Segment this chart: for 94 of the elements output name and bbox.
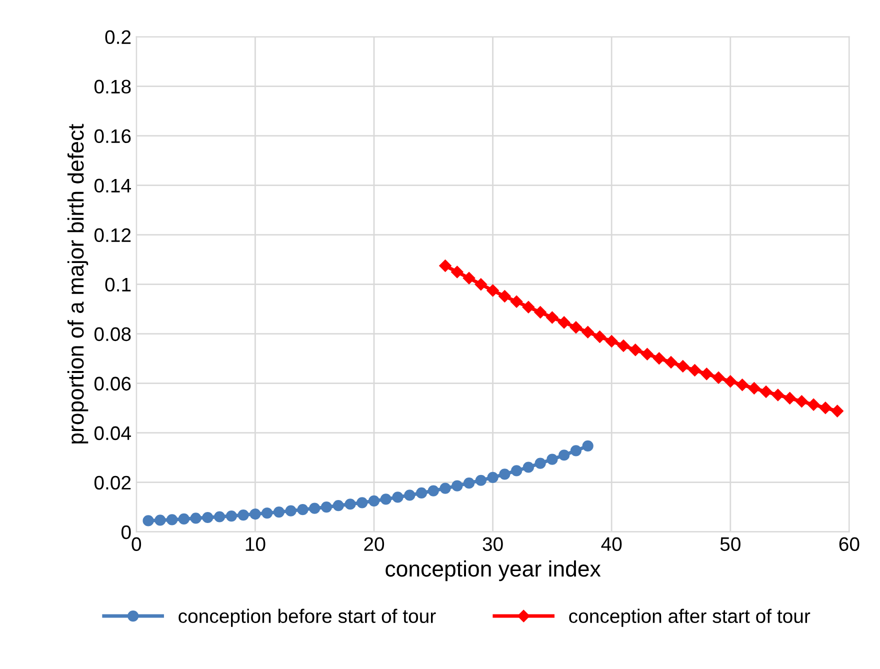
point [511, 465, 522, 476]
point [439, 260, 452, 272]
point [452, 480, 463, 492]
point [582, 326, 594, 338]
point [416, 487, 428, 499]
point [736, 378, 748, 391]
point [154, 514, 166, 526]
point [320, 502, 332, 513]
point [510, 296, 523, 308]
point [475, 474, 486, 486]
point [214, 511, 226, 522]
point [664, 356, 678, 368]
point [570, 445, 582, 456]
point [606, 335, 618, 348]
point [748, 382, 760, 394]
legend-label: conception before start of tour [178, 608, 436, 627]
point [617, 340, 630, 352]
y-tick-label: 0.06 [94, 376, 131, 391]
point [629, 344, 642, 356]
x-tick-label: 50 [720, 537, 740, 551]
y-axis-title: proportion of a major birth defect [67, 124, 88, 444]
y-tick-label: 0.2 [105, 30, 131, 44]
y-tick-label: 0.1 [105, 278, 131, 292]
point [368, 495, 380, 506]
point [226, 510, 237, 522]
point [332, 500, 344, 512]
x-axis-title: conception year index [386, 560, 601, 582]
point [440, 482, 451, 494]
point [558, 316, 570, 329]
point [784, 392, 796, 404]
point [190, 512, 202, 524]
x-tick-label: 0 [132, 537, 142, 551]
x-tick-label: 20 [364, 537, 384, 551]
x-tick-label: 30 [482, 537, 503, 551]
x-tick-label: 60 [839, 537, 860, 551]
point [463, 478, 475, 489]
point [772, 388, 784, 402]
point [819, 402, 832, 414]
point [522, 301, 535, 314]
point [202, 512, 214, 524]
point [570, 321, 582, 334]
point [546, 311, 558, 324]
point [558, 450, 570, 461]
point [522, 462, 534, 473]
point [250, 508, 261, 520]
y-tick-label: 0.18 [94, 80, 131, 94]
point [486, 284, 499, 297]
point [582, 440, 594, 452]
point [404, 490, 416, 501]
point [641, 348, 654, 360]
point [760, 386, 772, 398]
point [653, 352, 666, 364]
point [499, 468, 510, 480]
point [428, 485, 439, 496]
point [166, 514, 178, 526]
point [807, 398, 820, 411]
x-tick-label: 40 [601, 537, 622, 551]
point [487, 472, 498, 483]
y-tick-label: 0.02 [94, 476, 131, 490]
point [724, 375, 736, 388]
y-tick-label: 0.14 [94, 178, 131, 193]
point [796, 395, 808, 408]
point [712, 372, 725, 384]
point [309, 502, 320, 514]
legend-label: conception after start of tour [569, 608, 810, 627]
point [831, 404, 844, 418]
point [356, 497, 368, 508]
point [392, 492, 404, 503]
point [534, 306, 546, 318]
point [344, 498, 356, 510]
y-tick-label: 0 [121, 525, 131, 540]
point [546, 454, 558, 465]
point [498, 290, 511, 302]
point [142, 515, 154, 526]
y-tick-label: 0.12 [94, 228, 131, 242]
point [178, 513, 190, 525]
point [238, 509, 249, 521]
y-tick-label: 0.04 [94, 426, 131, 440]
point [534, 458, 546, 469]
point [700, 368, 713, 380]
point [594, 330, 606, 343]
x-tick-label: 10 [246, 537, 266, 551]
y-tick-label: 0.16 [94, 129, 131, 144]
y-tick-label: 0.08 [94, 327, 131, 342]
point [262, 507, 273, 519]
point [451, 266, 464, 278]
point [474, 278, 488, 290]
point [273, 506, 285, 518]
point [285, 505, 296, 516]
point [297, 504, 308, 516]
point [676, 360, 689, 372]
point [380, 494, 392, 505]
point [462, 272, 476, 284]
point [688, 364, 701, 376]
